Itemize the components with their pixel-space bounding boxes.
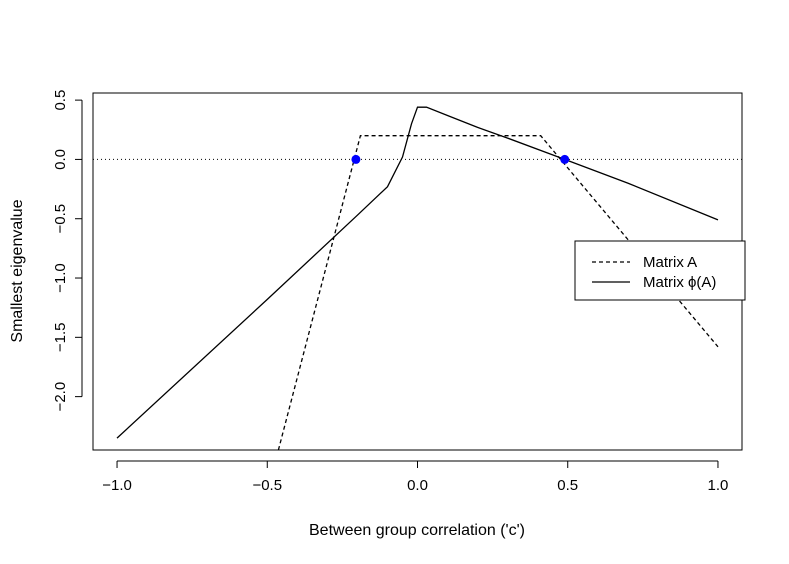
plot-area: [93, 106, 742, 450]
highlight-point: [560, 154, 570, 164]
y-axis-label: Smallest eigenvalue: [9, 199, 26, 342]
x-axis: −1.0 −0.5 0.0 0.5 1.0: [102, 460, 729, 494]
legend-box: [574, 240, 746, 301]
x-tick-label: −1.0: [102, 477, 132, 494]
x-axis-label: Between group correlation ('c'): [309, 522, 525, 539]
y-tick-label: −1.0: [52, 263, 69, 293]
x-tick-label: 0.0: [407, 477, 428, 494]
series-line-matrix-a: [277, 135, 719, 450]
y-tick-label: −2.0: [52, 382, 69, 412]
legend-label-matrix-a: Matrix A: [643, 254, 697, 271]
y-tick-label: −1.5: [52, 323, 69, 353]
y-tick-label: 0.5: [52, 90, 69, 111]
y-tick-label: 0.0: [52, 149, 69, 170]
x-tick-label: 1.0: [708, 477, 729, 494]
y-axis: −2.0 −1.5 −1.0 −0.5 0.0 0.5: [52, 90, 83, 412]
series-line-matrix-phi-a: [116, 106, 719, 439]
highlight-point: [351, 154, 361, 164]
y-tick-label: −0.5: [52, 204, 69, 234]
x-tick-label: 0.5: [557, 477, 578, 494]
legend: Matrix A Matrix ϕ(A): [574, 240, 746, 301]
legend-label-matrix-phi-a: Matrix ϕ(A): [643, 274, 716, 291]
x-tick-label: −0.5: [252, 477, 282, 494]
